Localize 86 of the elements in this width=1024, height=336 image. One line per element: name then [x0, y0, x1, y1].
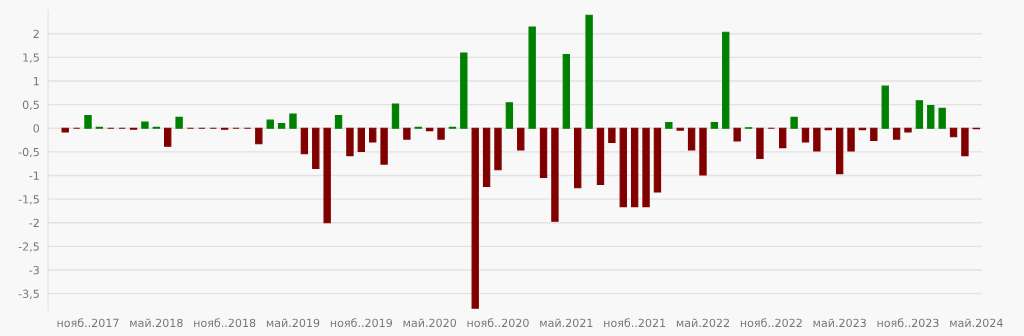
x-tick-label: май.2023 [813, 318, 866, 328]
bar [665, 121, 673, 129]
bar [870, 127, 878, 142]
bar [813, 127, 821, 152]
bar [881, 85, 889, 129]
y-tick-label: -1 [29, 171, 39, 180]
y-tick-label: -3,5 [18, 289, 39, 300]
bar [722, 31, 730, 129]
bar [380, 127, 388, 165]
bar [482, 127, 491, 187]
bar [938, 107, 946, 129]
bar [289, 113, 297, 129]
bar [141, 121, 149, 129]
y-tick-label: -1,5 [18, 195, 39, 205]
y-tick-label: -3 [29, 265, 39, 275]
bar [391, 103, 400, 129]
bar [699, 127, 707, 176]
bar [904, 127, 912, 133]
x-tick-label: май.2018 [130, 318, 183, 328]
x-tick-label: май.2021 [540, 318, 593, 328]
bar [164, 127, 172, 147]
bar [357, 127, 366, 152]
y-tick-label: -0,5 [18, 147, 39, 158]
bar [574, 127, 582, 189]
bar [892, 127, 901, 140]
bar [801, 127, 810, 143]
y-tick-label: 0,5 [22, 100, 39, 111]
x-tick-label: нояб..2020 [467, 318, 529, 328]
bar [551, 127, 559, 222]
bar [346, 127, 354, 157]
bar [961, 127, 969, 157]
y-tick-label: 1,5 [23, 53, 39, 63]
bar [630, 127, 639, 208]
bar [619, 127, 627, 208]
bar [61, 127, 69, 133]
bar [653, 127, 662, 193]
bar [949, 127, 958, 138]
x-tick-label: май.2020 [403, 318, 457, 328]
bar [517, 127, 525, 151]
y-tick-label: 1 [33, 77, 39, 86]
bar [505, 102, 514, 129]
bar [277, 122, 286, 129]
x-tick-label: нояб..2022 [740, 318, 802, 328]
x-tick-label: май.2019 [266, 318, 320, 328]
x-tick-label: нояб..2021 [604, 318, 666, 328]
bar [528, 26, 536, 129]
bar [687, 127, 696, 151]
bar [494, 127, 502, 171]
bar [847, 127, 855, 152]
bar [835, 127, 844, 175]
bar [927, 104, 935, 129]
bar [596, 127, 605, 185]
bar [460, 52, 468, 129]
bar [608, 127, 616, 143]
y-tick-label: 0 [33, 124, 40, 133]
bar [312, 127, 320, 169]
x-tick-label: нояб..2017 [57, 318, 119, 328]
x-tick-label: нояб..2018 [194, 318, 256, 328]
bar [733, 127, 741, 142]
bar [255, 127, 263, 145]
bar [334, 114, 343, 129]
bar [300, 127, 309, 155]
bar [84, 114, 92, 129]
bar [437, 127, 445, 140]
bar [369, 127, 377, 143]
bar [323, 127, 331, 224]
bar [562, 53, 571, 129]
bar [403, 127, 411, 140]
bar [266, 119, 274, 129]
y-tick-label: 2 [33, 29, 39, 38]
bar [585, 14, 593, 129]
y-tick-label: -2 [29, 218, 39, 227]
x-tick-label: нояб..2019 [330, 318, 393, 328]
bar [915, 100, 924, 129]
bar [539, 127, 548, 178]
bar [471, 127, 479, 309]
bar [756, 127, 764, 160]
bar [710, 121, 719, 129]
bar [642, 127, 650, 208]
bar [790, 116, 798, 129]
bar [175, 116, 183, 129]
x-tick-label: май.2022 [676, 318, 729, 328]
bar [779, 127, 787, 149]
y-tick-label: -2,5 [18, 242, 39, 252]
x-tick-label: май.2024 [950, 318, 1003, 328]
x-tick-label: нояб..2023 [877, 318, 939, 328]
